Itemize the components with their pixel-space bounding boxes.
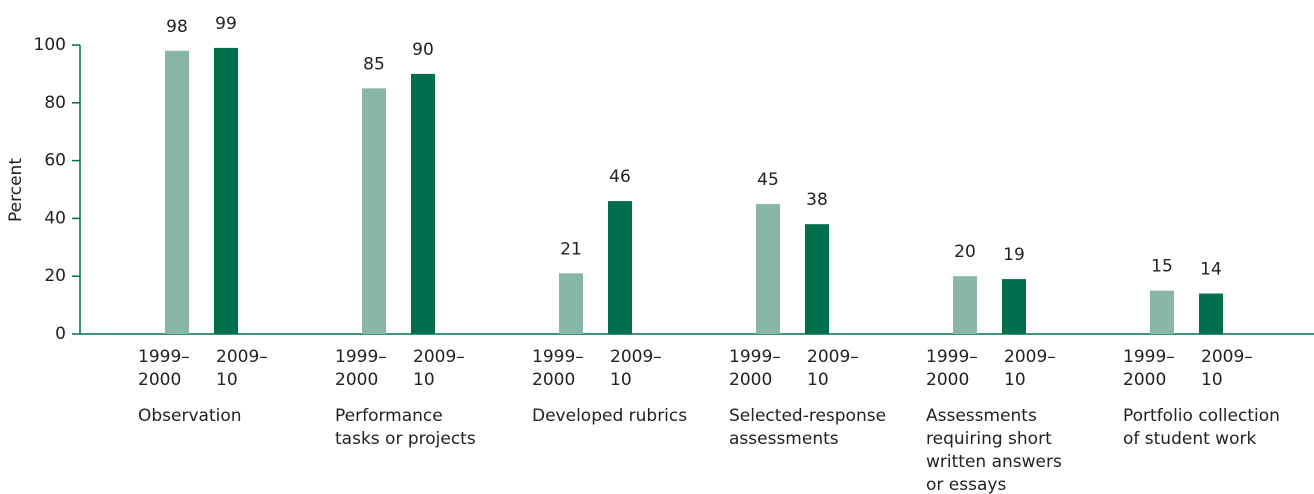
category-label: Performance xyxy=(335,406,443,426)
bar xyxy=(214,47,238,334)
bar xyxy=(411,73,435,335)
series-label: 2009– xyxy=(807,347,859,367)
series-label: 2009– xyxy=(216,347,268,367)
bar xyxy=(559,273,583,334)
series-label: 10 xyxy=(807,370,829,390)
category-label: written answers xyxy=(926,452,1062,472)
value-label: 20 xyxy=(954,242,976,262)
value-label: 85 xyxy=(363,54,385,74)
category-label: Selected-response xyxy=(729,406,886,426)
category-label: requiring short xyxy=(926,429,1052,449)
y-tick-label: 100 xyxy=(34,35,66,55)
series-label: 1999– xyxy=(1123,347,1175,367)
series-label: 1999– xyxy=(335,347,387,367)
series-label: 2000 xyxy=(1123,370,1166,390)
series-label: 10 xyxy=(1201,370,1223,390)
series-label: 2000 xyxy=(729,370,772,390)
series-label: 10 xyxy=(1004,370,1026,390)
series-label: 2000 xyxy=(335,370,378,390)
category-label: tasks or projects xyxy=(335,429,476,449)
bar xyxy=(608,201,632,334)
bar xyxy=(1199,293,1223,334)
value-label: 90 xyxy=(412,40,434,60)
series-label: 2009– xyxy=(610,347,662,367)
series-label: 2000 xyxy=(532,370,575,390)
bar xyxy=(805,224,829,334)
category-label: or essays xyxy=(926,475,1006,494)
y-tick-label: 0 xyxy=(55,324,66,344)
bar xyxy=(362,88,386,334)
value-label: 98 xyxy=(166,17,188,37)
value-label: 38 xyxy=(806,190,828,210)
series-label: 1999– xyxy=(532,347,584,367)
value-label: 45 xyxy=(757,170,779,190)
bar xyxy=(165,50,189,334)
bar xyxy=(1150,290,1174,334)
value-label: 19 xyxy=(1003,245,1025,265)
series-label: 2000 xyxy=(926,370,969,390)
series-label: 1999– xyxy=(138,347,190,367)
value-label: 21 xyxy=(560,239,582,259)
y-tick-label: 20 xyxy=(44,266,66,286)
series-label: 2009– xyxy=(1201,347,1253,367)
series-label: 1999– xyxy=(729,347,781,367)
bar xyxy=(756,203,780,334)
y-axis-label: Percent xyxy=(6,158,26,222)
category-label: of student work xyxy=(1123,429,1256,449)
series-label: 2009– xyxy=(413,347,465,367)
series-label: 10 xyxy=(610,370,632,390)
y-tick-label: 60 xyxy=(44,151,66,171)
value-label: 99 xyxy=(215,14,237,34)
category-label: assessments xyxy=(729,429,839,449)
bar xyxy=(953,276,977,334)
y-tick-label: 80 xyxy=(44,93,66,113)
series-label: 1999– xyxy=(926,347,978,367)
value-label: 15 xyxy=(1151,257,1173,277)
series-label: 10 xyxy=(413,370,435,390)
series-label: 10 xyxy=(216,370,238,390)
bar xyxy=(1002,279,1026,334)
value-label: 46 xyxy=(609,167,631,187)
category-label: Portfolio collection xyxy=(1123,406,1280,426)
category-label: Developed rubrics xyxy=(532,406,687,426)
category-label: Observation xyxy=(138,406,242,426)
series-label: 2009– xyxy=(1004,347,1056,367)
y-tick-label: 40 xyxy=(44,208,66,228)
category-label: Assessments xyxy=(926,406,1037,426)
value-label: 14 xyxy=(1200,260,1222,280)
series-label: 2000 xyxy=(138,370,181,390)
